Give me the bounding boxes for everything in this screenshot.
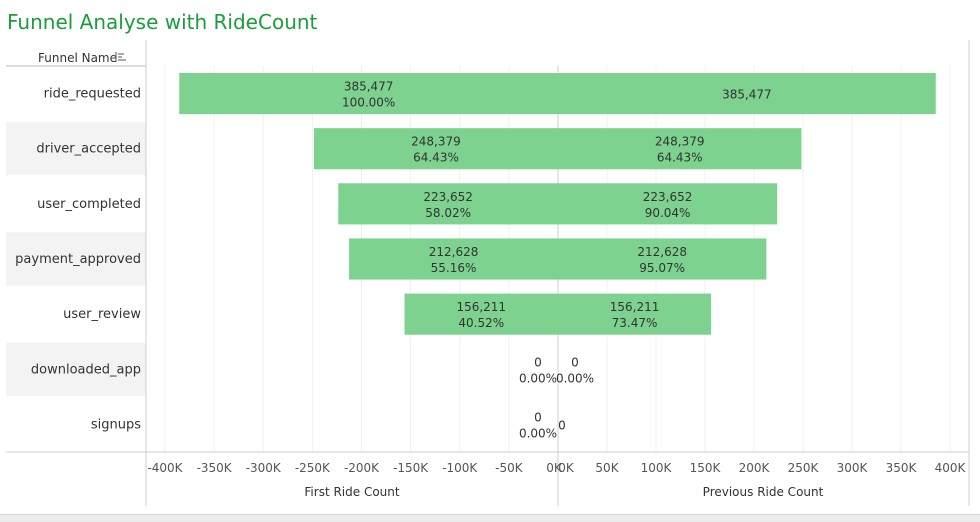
bar-previous-ride-count <box>558 128 802 170</box>
data-label-value: 0 <box>534 410 542 424</box>
data-label-value: 0 <box>534 355 542 369</box>
bottom-scroll-strip <box>0 514 980 522</box>
row-band <box>6 232 146 286</box>
x-tick-label: -150K <box>393 461 429 475</box>
data-label-value: 212,628 <box>429 245 479 259</box>
x-tick-label: 300K <box>837 461 869 475</box>
x-tick-label: -300K <box>246 461 282 475</box>
bar-first-ride-count <box>338 183 558 225</box>
x-tick-label: 250K <box>788 461 820 475</box>
row-band <box>6 122 146 176</box>
x-tick-label: 0K <box>546 461 563 475</box>
x-tick-label: 150K <box>690 461 722 475</box>
x-tick-label: -350K <box>197 461 233 475</box>
data-label-percent: 95.07% <box>639 261 685 275</box>
category-label: ride_requested <box>44 87 141 102</box>
bar-first-ride-count <box>404 293 558 335</box>
data-label-percent: 55.16% <box>431 261 477 275</box>
data-label-percent: 58.02% <box>425 206 471 220</box>
x-tick-label: -200K <box>344 461 380 475</box>
category-label: user_review <box>63 307 141 322</box>
x-tick-label: 50K <box>595 461 619 475</box>
category-label: user_completed <box>37 197 141 212</box>
data-label-percent: 0.00% <box>556 371 594 385</box>
bar-previous-ride-count <box>558 293 712 335</box>
data-label-value: 0 <box>571 355 579 369</box>
data-label-value: 156,211 <box>610 300 660 314</box>
bar-previous-ride-count <box>558 73 936 115</box>
right-axis-title: Previous Ride Count <box>703 485 824 499</box>
bar-first-ride-count <box>313 128 558 170</box>
category-label: payment_approved <box>15 252 141 267</box>
bar-previous-ride-count <box>558 183 778 225</box>
row-band <box>6 342 146 396</box>
row-header-label: Funnel Name <box>38 51 117 65</box>
category-label: driver_accepted <box>36 142 141 157</box>
data-label-value: 385,477 <box>344 80 394 94</box>
chart-title: Funnel Analyse with RideCount <box>7 10 318 34</box>
left-axis-title: First Ride Count <box>304 485 399 499</box>
data-label-value: 223,652 <box>423 190 473 204</box>
data-label-value: 0 <box>558 418 566 432</box>
data-label-percent: 73.47% <box>612 316 658 330</box>
bar-first-ride-count <box>179 73 558 115</box>
data-label-percent: 40.52% <box>458 316 504 330</box>
data-label-value: 156,211 <box>456 300 506 314</box>
x-tick-label: 400K <box>935 461 967 475</box>
bar-previous-ride-count <box>558 238 767 280</box>
x-tick-label: -100K <box>442 461 478 475</box>
data-label-percent: 0.00% <box>519 426 557 440</box>
x-tick-label: 200K <box>739 461 771 475</box>
category-label: downloaded_app <box>31 362 141 377</box>
x-tick-label: 100K <box>641 461 673 475</box>
data-label-value: 248,379 <box>655 135 705 149</box>
data-label-value: 248,379 <box>411 135 461 149</box>
x-tick-label: -250K <box>295 461 331 475</box>
category-label: signups <box>91 417 141 432</box>
x-tick-label: -400K <box>147 461 183 475</box>
data-label-percent: 64.43% <box>413 151 459 165</box>
bar-first-ride-count <box>349 238 558 280</box>
data-label-value: 212,628 <box>637 245 687 259</box>
data-label-value: 385,477 <box>722 88 772 102</box>
x-tick-label: -50K <box>495 461 524 475</box>
x-tick-label: 0K <box>558 461 575 475</box>
data-label-percent: 0.00% <box>519 371 557 385</box>
data-label-percent: 64.43% <box>657 151 703 165</box>
data-label-value: 223,652 <box>643 190 693 204</box>
x-tick-label: 350K <box>886 461 918 475</box>
data-label-percent: 100.00% <box>342 96 395 110</box>
data-label-percent: 90.04% <box>645 206 691 220</box>
